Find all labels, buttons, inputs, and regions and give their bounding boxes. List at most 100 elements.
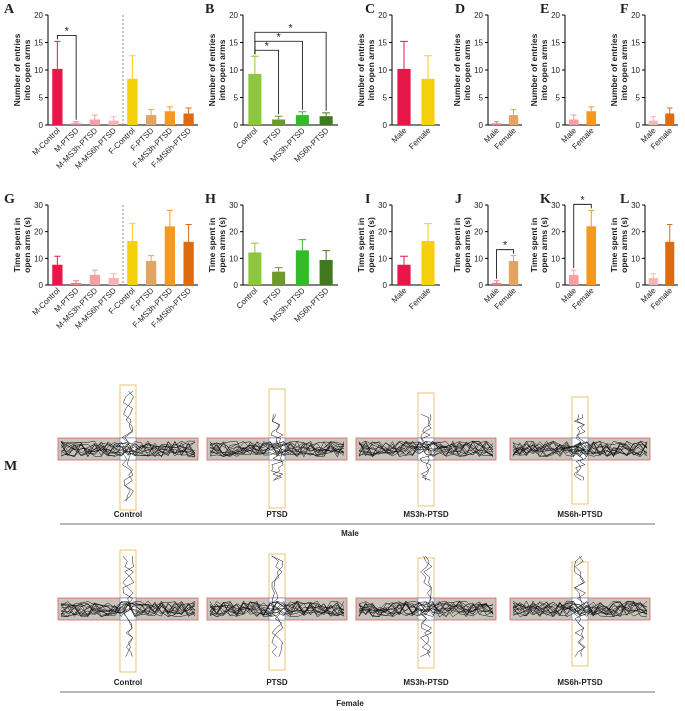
y-tick-label: 10 — [229, 66, 238, 75]
error-bar — [424, 223, 432, 241]
bar — [586, 111, 597, 125]
panel-letter: C — [365, 2, 375, 17]
x-tick-label: Male — [390, 286, 409, 305]
error-bar — [73, 280, 80, 283]
y-axis-label: open arms (s) — [462, 217, 472, 273]
significance-label: * — [288, 22, 293, 34]
error-bar — [274, 267, 283, 272]
group-label: MS6h-PTSD — [557, 510, 603, 519]
y-axis-label: Number of entries — [529, 33, 539, 106]
bar — [586, 226, 597, 285]
y-tick-label: 20 — [551, 11, 560, 20]
y-axis-label: Number of entries — [207, 33, 217, 106]
error-bar — [73, 121, 80, 124]
bar — [665, 113, 675, 125]
y-tick-label: 10 — [474, 254, 483, 263]
bar — [164, 111, 176, 125]
y-axis-label: into open arms — [22, 39, 32, 100]
error-bar — [129, 223, 136, 241]
y-tick-label: 5 — [479, 94, 484, 103]
y-tick-label: 15 — [378, 39, 387, 48]
bar — [248, 73, 262, 125]
y-axis-label: Number of entries — [452, 33, 462, 106]
bar — [319, 259, 333, 285]
significance-label: * — [265, 40, 270, 52]
panel-letter: D — [455, 2, 465, 17]
y-tick-label: 30 — [34, 201, 43, 210]
y-axis-label: Time spent in — [609, 218, 619, 273]
y-tick-label: 5 — [39, 94, 44, 103]
bar — [421, 78, 435, 125]
y-tick-label: 0 — [556, 281, 561, 290]
bar — [108, 120, 119, 125]
error-bar — [322, 250, 331, 260]
error-bar — [588, 209, 595, 227]
y-tick-label: 20 — [229, 11, 238, 20]
y-tick-label: 20 — [34, 228, 43, 237]
bar — [145, 115, 157, 125]
bar — [397, 68, 411, 125]
y-tick-label: 0 — [39, 281, 44, 290]
trajectory — [512, 414, 648, 481]
panel-letter: G — [4, 192, 15, 207]
bar — [421, 241, 435, 285]
significance-label: * — [503, 240, 508, 252]
significance-bracket — [496, 249, 514, 279]
y-tick-label: 30 — [474, 201, 483, 210]
y-tick-label: 10 — [551, 254, 560, 263]
bar — [70, 123, 82, 125]
x-tick-label: Control — [235, 286, 260, 311]
y-axis-label: into open arms — [462, 39, 472, 100]
y-axis-label: Time spent in — [356, 218, 366, 273]
panel-letter: L — [620, 192, 629, 207]
significance-bracket — [56, 35, 77, 120]
bar — [397, 264, 411, 285]
panel-letter: F — [620, 2, 629, 17]
y-axis-label: Time spent in — [12, 218, 22, 273]
significance-bracket — [254, 31, 327, 111]
y-tick-label: 30 — [229, 201, 238, 210]
y-axis-label: open arms (s) — [217, 217, 227, 273]
group-label: MS6h-PTSD — [557, 678, 603, 687]
y-axis-label: Number of entries — [12, 33, 22, 106]
error-bar — [110, 116, 117, 121]
error-bar — [185, 107, 192, 114]
bar — [183, 241, 194, 285]
panel-letter: I — [365, 192, 370, 207]
y-tick-label: 5 — [556, 94, 561, 103]
bar — [52, 68, 63, 125]
group-label: MS3h-PTSD — [403, 678, 449, 687]
y-tick-label: 10 — [34, 66, 43, 75]
panel-letter: A — [4, 2, 15, 17]
y-tick-label: 5 — [234, 94, 239, 103]
trajectory — [209, 555, 345, 657]
error-bar — [570, 269, 577, 275]
x-tick-label: Female — [407, 126, 433, 152]
y-tick-label: 5 — [636, 94, 641, 103]
error-bar — [185, 223, 192, 242]
y-tick-label: 0 — [383, 121, 388, 130]
bar — [183, 113, 194, 125]
y-tick-label: 0 — [383, 281, 388, 290]
y-tick-label: 15 — [229, 39, 238, 48]
error-bar — [148, 109, 155, 116]
error-bar — [166, 106, 173, 112]
group-label: MS3h-PTSD — [403, 510, 449, 519]
error-bar — [250, 242, 259, 253]
bar — [127, 78, 138, 125]
y-tick-label: 0 — [479, 121, 484, 130]
error-bar — [588, 106, 595, 112]
bar — [665, 241, 675, 285]
panel-letter: K — [540, 192, 551, 207]
error-bar — [250, 55, 259, 74]
y-tick-label: 10 — [229, 254, 238, 263]
error-bar — [322, 112, 331, 117]
y-tick-label: 10 — [631, 254, 640, 263]
y-tick-label: 5 — [383, 94, 388, 103]
y-tick-label: 20 — [474, 11, 483, 20]
y-tick-label: 20 — [551, 228, 560, 237]
y-tick-label: 10 — [631, 66, 640, 75]
panel-letter: M — [4, 459, 17, 474]
x-tick-label: PTSD — [262, 126, 284, 148]
